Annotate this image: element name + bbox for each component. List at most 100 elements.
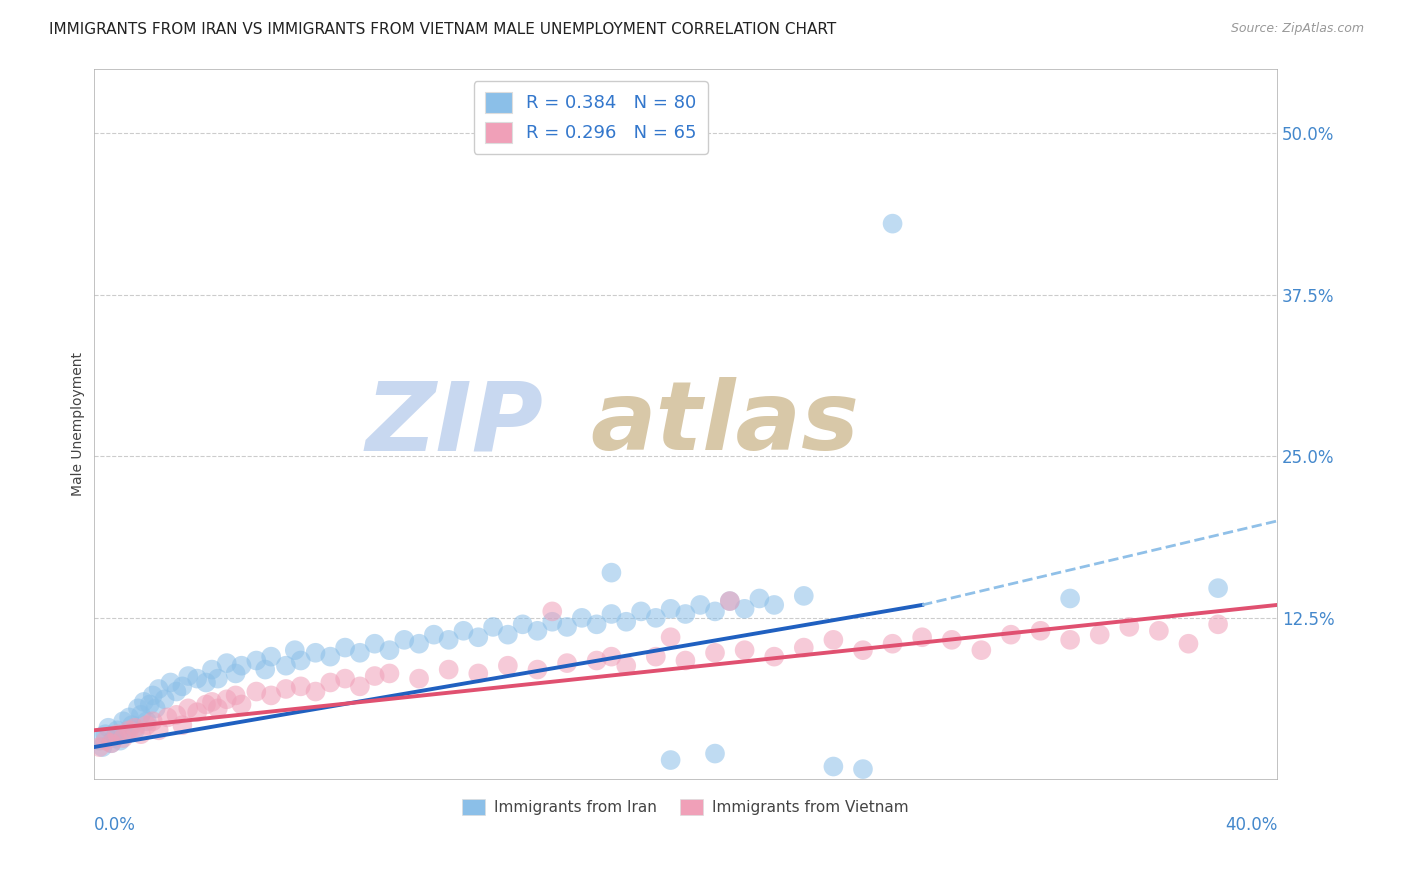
Point [659, 602, 682, 616]
Point [823, 632, 845, 647]
Point [124, 721, 146, 735]
Point [115, 727, 138, 741]
Point [94, 733, 117, 747]
Point [91, 740, 114, 755]
Point [600, 649, 623, 664]
Point [704, 646, 727, 660]
Point [659, 753, 682, 767]
Point [970, 643, 993, 657]
Point [718, 594, 741, 608]
Point [349, 679, 371, 693]
Point [614, 658, 637, 673]
Point [600, 607, 623, 621]
Point [319, 675, 342, 690]
Text: atlas: atlas [591, 377, 859, 470]
Point [911, 630, 934, 644]
Point [172, 679, 194, 693]
Point [630, 604, 652, 618]
Point [274, 681, 297, 696]
Point [882, 217, 904, 231]
Point [105, 727, 128, 741]
Point [704, 604, 727, 618]
Point [254, 663, 277, 677]
Point [177, 669, 200, 683]
Point [112, 714, 135, 729]
Point [129, 707, 152, 722]
Point [159, 675, 181, 690]
Point [644, 611, 666, 625]
Point [526, 663, 548, 677]
Point [139, 698, 162, 712]
Point [673, 653, 696, 667]
Point [718, 594, 741, 608]
Text: IMMIGRANTS FROM IRAN VS IMMIGRANTS FROM VIETNAM MALE UNEMPLOYMENT CORRELATION CH: IMMIGRANTS FROM IRAN VS IMMIGRANTS FROM … [49, 22, 837, 37]
Point [145, 701, 167, 715]
Point [467, 666, 489, 681]
Point [882, 637, 904, 651]
Point [734, 602, 756, 616]
Point [124, 723, 146, 738]
Point [165, 707, 187, 722]
Point [793, 589, 815, 603]
Point [97, 721, 120, 735]
Point [482, 620, 505, 634]
Point [153, 692, 176, 706]
Point [135, 718, 157, 732]
Point [121, 718, 143, 732]
Point [284, 643, 307, 657]
Point [135, 714, 157, 729]
Point [148, 723, 170, 738]
Point [1029, 624, 1052, 638]
Point [142, 689, 165, 703]
Point [172, 718, 194, 732]
Point [437, 632, 460, 647]
Point [156, 710, 179, 724]
Point [644, 649, 666, 664]
Point [260, 689, 283, 703]
Point [541, 604, 564, 618]
Point [225, 689, 247, 703]
Point [394, 632, 416, 647]
Point [378, 666, 401, 681]
Point [195, 698, 218, 712]
Point [274, 658, 297, 673]
Point [142, 714, 165, 729]
Point [852, 643, 875, 657]
Point [364, 669, 387, 683]
Point [215, 656, 238, 670]
Text: 0.0%: 0.0% [94, 815, 135, 834]
Point [177, 701, 200, 715]
Point [423, 628, 446, 642]
Point [408, 672, 430, 686]
Point [89, 733, 111, 747]
Y-axis label: Male Unemployment: Male Unemployment [72, 352, 86, 496]
Point [437, 663, 460, 677]
Point [1147, 624, 1170, 638]
Point [1118, 620, 1140, 634]
Point [304, 646, 326, 660]
Point [260, 649, 283, 664]
Point [600, 566, 623, 580]
Point [105, 723, 128, 738]
Point [103, 731, 125, 745]
Point [127, 701, 149, 715]
Point [333, 640, 356, 655]
Point [496, 658, 519, 673]
Point [1000, 628, 1022, 642]
Point [148, 681, 170, 696]
Point [319, 649, 342, 664]
Point [201, 663, 224, 677]
Point [453, 624, 475, 638]
Text: 40.0%: 40.0% [1225, 815, 1277, 834]
Point [349, 646, 371, 660]
Point [207, 701, 229, 715]
Point [526, 624, 548, 638]
Point [763, 649, 786, 664]
Point [467, 630, 489, 644]
Point [734, 643, 756, 657]
Point [512, 617, 534, 632]
Point [1206, 581, 1229, 595]
Point [364, 637, 387, 651]
Point [207, 672, 229, 686]
Point [541, 615, 564, 629]
